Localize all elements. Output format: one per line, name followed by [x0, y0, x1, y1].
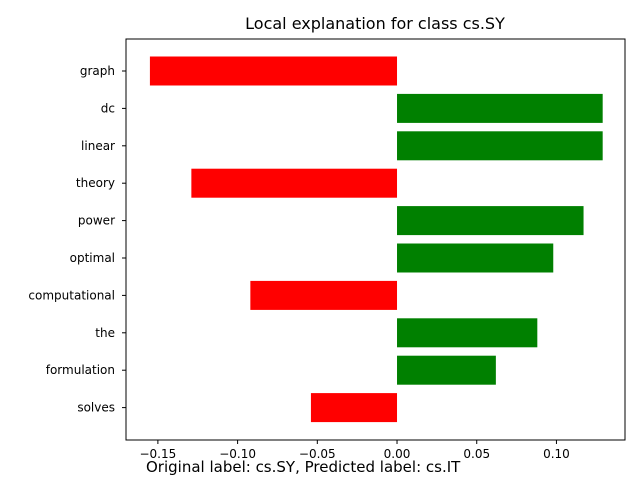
y-tick-label: the [95, 326, 115, 340]
y-axis-ticks: graph dc linear theory power optimal computati… [28, 64, 126, 415]
bar-computational [250, 280, 398, 310]
bar-theory [191, 168, 398, 198]
x-tick-label: −0.15 [139, 447, 176, 461]
chart-title: Local explanation for class cs.SY [245, 14, 505, 33]
plot-frame [125, 38, 626, 441]
bars-group [149, 56, 603, 423]
y-tick-label: graph [80, 64, 115, 78]
bar-graph [149, 56, 398, 86]
y-tick-label: theory [76, 176, 115, 190]
y-tick-label: optimal [70, 251, 115, 265]
bar-power [397, 206, 584, 236]
x-tick-label: −0.05 [299, 447, 336, 461]
label-caption: Original label: cs.SY, Predicted label: … [146, 458, 461, 476]
x-tick-label: 0.00 [384, 447, 411, 461]
y-tick-label: dc [101, 101, 115, 115]
y-tick-label: power [78, 214, 115, 228]
bar-optimal [397, 243, 554, 273]
bar-dc [397, 93, 603, 123]
x-tick-label: −0.10 [219, 447, 256, 461]
y-tick-label: formulation [46, 363, 115, 377]
y-tick-label: solves [77, 401, 115, 415]
x-tick-label: 0.05 [463, 447, 490, 461]
y-tick-label: computational [28, 288, 115, 302]
bar-solves [310, 393, 398, 423]
bar-linear [397, 131, 603, 161]
x-tick-label: 0.10 [543, 447, 570, 461]
bar-formulation [397, 355, 496, 385]
x-axis-ticks: −0.15 −0.10 −0.05 0.00 0.05 0.10 [139, 440, 570, 461]
y-tick-label: linear [81, 139, 115, 153]
bar-the [397, 318, 538, 348]
